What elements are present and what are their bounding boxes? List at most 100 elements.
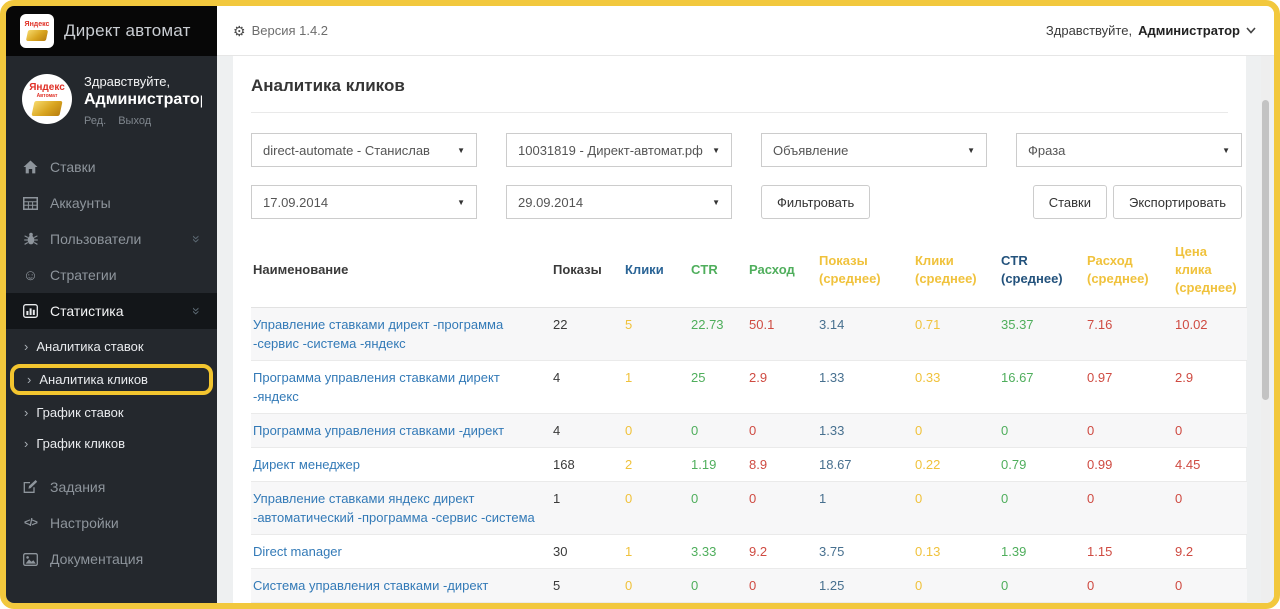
cell-ctr: 0 bbox=[689, 569, 747, 603]
cell-ctr: 0 bbox=[689, 414, 747, 448]
scrollbar-thumb[interactable] bbox=[1262, 100, 1269, 400]
cell-cost-avg: 0 bbox=[1085, 569, 1173, 603]
row-name-link[interactable]: Direct manager bbox=[253, 544, 342, 559]
column-header-cost-avg[interactable]: Расход (среднее) bbox=[1085, 233, 1173, 308]
cell-clicks-avg: 0.13 bbox=[913, 535, 999, 569]
row-name-link[interactable]: Директ менеджер bbox=[253, 457, 360, 472]
table-row: Директ менеджер16821.198.918.670.220.790… bbox=[251, 448, 1247, 482]
sidebar-item-label: Аккаунты bbox=[50, 195, 203, 211]
date-to-select[interactable]: 29.09.2014▼ bbox=[506, 185, 732, 219]
user-name: Администратор bbox=[84, 90, 202, 110]
column-header-name[interactable]: Наименование bbox=[251, 233, 551, 308]
cell-cpc-avg: 2.9 bbox=[1173, 361, 1247, 414]
cell-ctr: 0 bbox=[689, 482, 747, 535]
cell-ctr-avg: 0.41 bbox=[999, 603, 1085, 604]
analytics-table: НаименованиеПоказыКликиCTRРасходПоказы (… bbox=[251, 233, 1247, 603]
gold-bars-icon bbox=[31, 101, 62, 116]
bug-icon bbox=[22, 232, 39, 246]
table-icon bbox=[22, 197, 39, 210]
column-header-ctr-avg[interactable]: CTR (среднее) bbox=[999, 233, 1085, 308]
cell-ctr-avg: 0 bbox=[999, 569, 1085, 603]
sidebar-item-zadaniya[interactable]: Задания bbox=[6, 469, 217, 505]
cell-shows-avg: 3.75 bbox=[817, 535, 913, 569]
cell-cpc-avg: 0 bbox=[1173, 482, 1247, 535]
cell-cost: 0 bbox=[747, 569, 817, 603]
ad-select[interactable]: Объявление▼ bbox=[761, 133, 987, 167]
chevron-right-icon: › bbox=[27, 372, 31, 387]
cell-cpc-avg: 0 bbox=[1173, 569, 1247, 603]
cell-clicks-avg: 0 bbox=[913, 414, 999, 448]
gold-bars-icon bbox=[26, 30, 48, 41]
row-name-link[interactable]: Система управления ставками -директ bbox=[253, 578, 488, 593]
sidebar-subitem-grafik-klikov[interactable]: ›График кликов bbox=[6, 428, 217, 459]
cell-clicks-avg: 0 bbox=[913, 569, 999, 603]
sidebar-item-akkaunty[interactable]: Аккаунты bbox=[6, 185, 217, 221]
cell-cpc-avg: 4.45 bbox=[1173, 448, 1247, 482]
sidebar-item-dokumentatsiya[interactable]: Документация bbox=[6, 541, 217, 577]
row-name-link[interactable]: Управление ставками директ -программа -с… bbox=[253, 317, 503, 351]
cell-cost: 8.9 bbox=[747, 448, 817, 482]
sidebar-item-label: Задания bbox=[50, 479, 203, 495]
cell-shows: 168 bbox=[551, 448, 623, 482]
cell-ctr-avg: 16.67 bbox=[999, 361, 1085, 414]
export-button[interactable]: Экспортировать bbox=[1113, 185, 1242, 219]
filter-button[interactable]: Фильтровать bbox=[761, 185, 870, 219]
cell-cost: 0 bbox=[747, 414, 817, 448]
column-header-ctr[interactable]: CTR bbox=[689, 233, 747, 308]
cell-clicks: 0 bbox=[623, 482, 689, 535]
table-row: Direct manager3013.339.23.750.131.391.15… bbox=[251, 535, 1247, 569]
sidebar-subitem-analitika-stavok[interactable]: ›Аналитика ставок bbox=[6, 331, 217, 362]
sidebar-item-stavki[interactable]: Ставки bbox=[6, 149, 217, 185]
column-header-clicks[interactable]: Клики bbox=[623, 233, 689, 308]
sidebar-item-polzovateli[interactable]: Пользователи» bbox=[6, 221, 217, 257]
avatar: Яндекс Автомат bbox=[22, 74, 72, 124]
logout-link[interactable]: Выход bbox=[118, 115, 151, 127]
home-icon bbox=[22, 160, 39, 174]
chevron-down-icon bbox=[1246, 27, 1256, 34]
cell-shows: 5 bbox=[551, 569, 623, 603]
sidebar-item-nastroyki[interactable]: </>Настройки bbox=[6, 505, 217, 541]
cell-cpc-avg: 9.2 bbox=[1173, 535, 1247, 569]
chevron-right-icon: › bbox=[24, 436, 28, 451]
sidebar: Яндекс Автомат Здравствуйте, Администрат… bbox=[6, 56, 217, 603]
code-icon: </> bbox=[22, 517, 39, 529]
cell-cost-avg: 7.16 bbox=[1085, 308, 1173, 361]
cell-clicks: 1 bbox=[623, 535, 689, 569]
cell-clicks: 2 bbox=[623, 448, 689, 482]
column-header-cost[interactable]: Расход bbox=[747, 233, 817, 308]
cell-clicks-avg: 0.22 bbox=[913, 448, 999, 482]
caret-down-icon: ▼ bbox=[967, 146, 975, 155]
caret-down-icon: ▼ bbox=[1222, 146, 1230, 155]
row-name-link[interactable]: Управление ставками яндекс директ -автом… bbox=[253, 491, 535, 525]
account-select[interactable]: direct-automate - Станислав▼ bbox=[251, 133, 477, 167]
content-card: Аналитика кликов direct-automate - Стани… bbox=[233, 56, 1246, 603]
chevron-right-icon: › bbox=[24, 339, 28, 354]
sidebar-subitem-analitika-klikov[interactable]: ›Аналитика кликов bbox=[10, 364, 213, 395]
cell-shows: 30 bbox=[551, 535, 623, 569]
cell-clicks: 1 bbox=[623, 361, 689, 414]
sidebar-subitem-grafik-stavok[interactable]: ›График ставок bbox=[6, 397, 217, 428]
main-scrollbar[interactable] bbox=[1261, 56, 1270, 603]
cell-cost: 50.1 bbox=[747, 308, 817, 361]
row-name-link[interactable]: Программа управления ставками директ -ян… bbox=[253, 370, 500, 404]
yandex-logo-icon: Яндекс bbox=[20, 14, 54, 48]
phrase-select[interactable]: Фраза▼ bbox=[1016, 133, 1242, 167]
rates-button[interactable]: Ставки bbox=[1033, 185, 1107, 219]
sidebar-item-label: Статистика bbox=[50, 303, 182, 319]
user-menu[interactable]: Здравствуйте, Администратор bbox=[1046, 23, 1256, 38]
sidebar-item-strategii[interactable]: ☺Стратегии bbox=[6, 257, 217, 293]
cell-clicks: 1 bbox=[623, 603, 689, 604]
column-header-shows[interactable]: Показы bbox=[551, 233, 623, 308]
row-name-link[interactable]: Программа управления ставками -директ bbox=[253, 423, 504, 438]
campaign-select[interactable]: 10031819 - Директ-автомат.рф▼ bbox=[506, 133, 732, 167]
cell-ctr: 1.19 bbox=[689, 448, 747, 482]
column-header-cpc-avg[interactable]: Цена клика (среднее) bbox=[1173, 233, 1247, 308]
sidebar-menu: СтавкиАккаунтыПользователи»☺СтратегииСта… bbox=[6, 149, 217, 329]
column-header-clicks-avg[interactable]: Клики (среднее) bbox=[913, 233, 999, 308]
column-header-shows-avg[interactable]: Показы (среднее) bbox=[817, 233, 913, 308]
sidebar-item-statistika[interactable]: Статистика» bbox=[6, 293, 217, 329]
edit-profile-link[interactable]: Ред. bbox=[84, 115, 106, 127]
date-from-select[interactable]: 17.09.2014▼ bbox=[251, 185, 477, 219]
gear-icon: ⚙ bbox=[233, 24, 246, 38]
cell-ctr-avg: 0 bbox=[999, 482, 1085, 535]
